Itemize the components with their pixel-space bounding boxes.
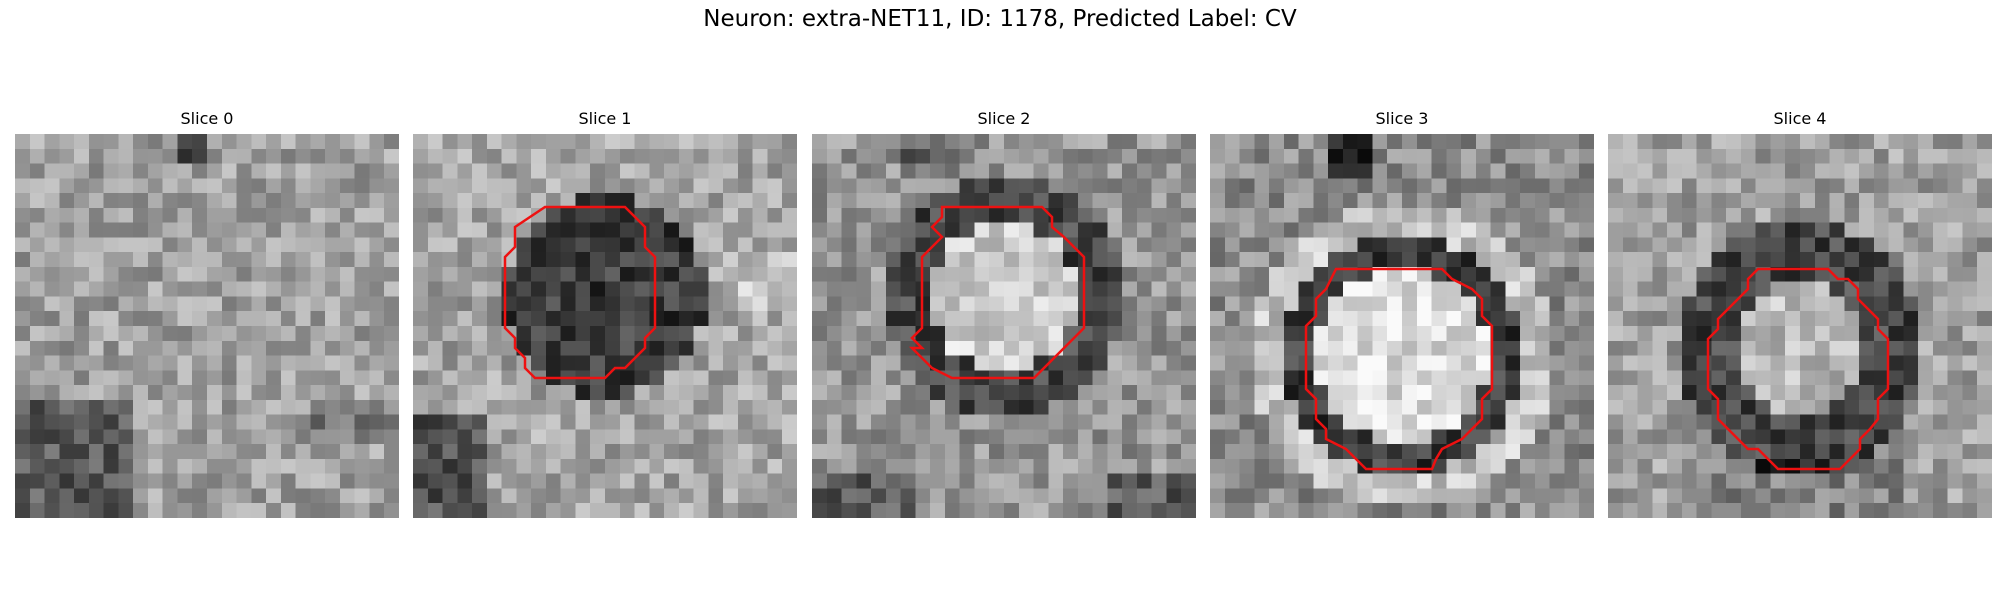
mask-contour-4: [1706, 267, 1890, 471]
slice-image-3: [1210, 134, 1594, 518]
slice-image-2: [812, 134, 1196, 518]
slice-image-4: [1608, 134, 1992, 518]
mask-contour-2: [908, 205, 1086, 380]
slice-panel-0: Slice 0: [15, 108, 399, 518]
mask-contour-1: [503, 205, 657, 380]
slice-title: Slice 2: [977, 109, 1031, 128]
slice-title: Slice 0: [180, 109, 234, 128]
slice-title: Slice 1: [578, 109, 632, 128]
slice-title: Slice 4: [1773, 109, 1827, 128]
figure-title: Neuron: extra-NET11, ID: 1178, Predicted…: [703, 6, 1297, 32]
slice-image-1: [413, 134, 797, 518]
slice-panel-1: Slice 1: [413, 108, 797, 518]
slice-panel-2: Slice 2: [812, 108, 1196, 518]
slice-title: Slice 3: [1375, 109, 1429, 128]
mask-contour-3: [1304, 267, 1494, 471]
slice-panel-4: Slice 4: [1608, 108, 1992, 518]
slice-panel-3: Slice 3: [1210, 108, 1594, 518]
slice-image-0: [15, 134, 399, 518]
